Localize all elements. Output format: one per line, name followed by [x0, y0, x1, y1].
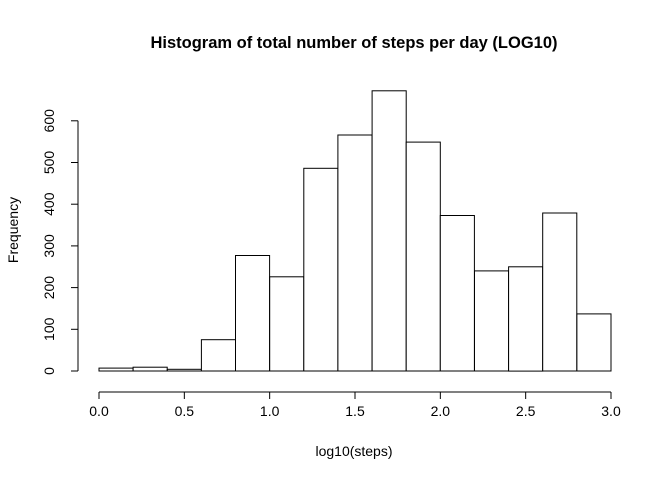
x-tick-label: 2.0	[431, 403, 451, 419]
x-tick-label: 0.0	[89, 403, 109, 419]
x-axis-label: log10(steps)	[315, 443, 392, 459]
y-tick-label: 500	[41, 151, 57, 175]
y-tick-label: 400	[41, 192, 57, 216]
histogram-bar	[474, 270, 510, 372]
histogram-bar	[166, 368, 202, 372]
x-tick-label: 1.5	[345, 403, 365, 419]
histogram-bar	[439, 215, 475, 372]
histogram-bar	[303, 167, 339, 372]
y-tick-label: 200	[41, 276, 57, 300]
histogram-bar	[405, 141, 441, 372]
histogram-bar	[576, 313, 612, 372]
histogram-bar	[508, 266, 544, 372]
histogram-bar	[235, 255, 271, 372]
y-axis: 0 100 200 300 400 500 600	[41, 109, 79, 375]
histogram-bar	[542, 212, 578, 372]
histogram-bar	[371, 90, 407, 372]
y-tick-label: 600	[41, 109, 57, 133]
x-tick-label: 2.5	[516, 403, 536, 419]
x-tick-label: 3.0	[601, 403, 621, 419]
histogram-bar	[337, 134, 373, 372]
histogram-bar	[269, 276, 305, 372]
x-tick-label: 0.5	[175, 403, 195, 419]
y-tick-label: 100	[41, 317, 57, 341]
y-tick-label: 0	[41, 367, 57, 375]
x-axis: 0.0 0.5 1.0 1.5 2.0 2.5 3.0	[89, 391, 621, 419]
histogram-bar	[200, 339, 236, 372]
histogram-bar	[132, 366, 168, 372]
y-tick-label: 300	[41, 234, 57, 258]
histogram-bar	[98, 367, 134, 372]
x-tick-label: 1.0	[260, 403, 280, 419]
bars-group	[98, 90, 612, 372]
y-axis-label: Frequency	[5, 197, 21, 263]
chart-title: Histogram of total number of steps per d…	[150, 34, 557, 52]
